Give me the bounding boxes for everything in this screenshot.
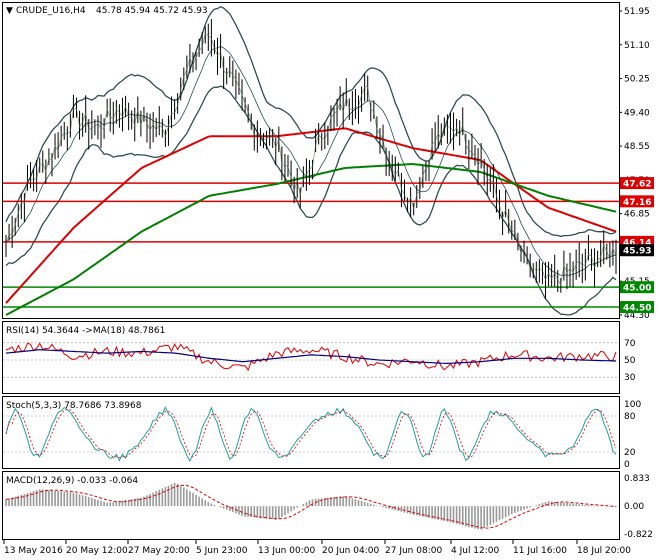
macd-tick-label: -0.822 (624, 530, 653, 540)
rsi-tick-label: 70 (624, 339, 636, 349)
macd-indicator: 0.833 0.00 -0.822 (5, 474, 653, 540)
level-tag-text-44-50: 44.50 (623, 304, 651, 314)
stoch-tick-label: 20 (624, 448, 636, 458)
series-ma-green (5, 163, 617, 316)
series-rsi-ma (5, 349, 617, 365)
price-tick-label: 46.85 (624, 210, 650, 220)
time-tick-label: 5 Jun 23:00 (196, 546, 248, 556)
time-tick-label: 20 Jun 04:00 (322, 546, 379, 556)
level-tag-text-47-62: 47.62 (623, 180, 651, 190)
price-tick-label: 44.30 (624, 311, 650, 321)
rsi-indicator: 70 50 30 (3, 339, 636, 383)
main-panel-frame (2, 2, 620, 319)
time-tick-label: 13 Jun 00:00 (258, 546, 315, 556)
moving-averages (5, 127, 617, 316)
price-axis: 51.9551.1050.2549.4048.5547.7046.8546.00… (619, 7, 650, 321)
price-tick-label: 51.95 (624, 7, 650, 17)
level-tag-47-62 (620, 177, 654, 190)
series-close (5, 32, 617, 287)
rsi-panel-frame (2, 321, 620, 394)
level-tag-47-16 (620, 195, 654, 208)
macd-tick-label: 0.833 (624, 474, 650, 484)
series-ma-red (5, 127, 617, 304)
header-arrow-icon: ▼ (6, 6, 13, 16)
macd-tick-label: 0.00 (624, 502, 644, 512)
series-rsi (5, 342, 617, 372)
current-price-tag (620, 244, 654, 257)
band-lower (5, 85, 617, 316)
rsi-tick-label: 50 (624, 356, 636, 366)
level-tag-text-46-14: 46.14 (623, 238, 651, 248)
time-tick-label: 18 Jul 20:00 (577, 546, 631, 556)
time-tick-label: 11 Jul 16:00 (513, 546, 567, 556)
level-tag-44-50 (620, 301, 654, 314)
rsi-label: RSI(14) 54.3644 ->MA(18) 48.7861 (6, 326, 165, 336)
rsi-tick-label: 30 (624, 373, 636, 383)
macd-label: MACD(12,26,9) -0.033 -0.064 (6, 476, 138, 486)
stoch-label: Stoch(5,3,3) 78.7686 73.8968 (6, 401, 142, 411)
time-tick-label: 4 Jul 12:00 (451, 546, 500, 556)
series-stoch-d (5, 408, 617, 459)
stoch-panel-frame (2, 396, 620, 469)
time-tick-label: 27 May 20:00 (128, 546, 190, 556)
price-tick-label: 50.25 (624, 75, 650, 85)
current-price-text: 45.93 (623, 247, 651, 257)
level-tag-45-00 (620, 281, 654, 294)
level-tag-text-45-00: 45.00 (623, 284, 651, 294)
horizontal-levels (3, 182, 619, 308)
level-tags: 47.62 47.16 46.14 45.00 44.50 45.93 (620, 177, 654, 314)
time-axis: 13 May 2016 20 May 12:00 27 May 20:00 5 Jun… (3, 540, 631, 556)
stoch-tick-label: 0 (624, 460, 630, 470)
time-tick-label: 20 May 12:00 (66, 546, 128, 556)
series-macd-signal (5, 484, 617, 529)
time-tick-label: 13 May 2016 (4, 546, 63, 556)
price-tick-label: 51.10 (624, 41, 650, 51)
bollinger-bands (5, 5, 617, 316)
price-tick-label: 48.55 (624, 142, 650, 152)
macd-panel-frame (2, 471, 620, 540)
stoch-tick-label: 100 (624, 400, 641, 410)
band-upper (5, 5, 617, 238)
ohlc-label: 45.78 45.94 45.72 45.93 (96, 6, 208, 16)
price-bars (5, 19, 617, 300)
stochastic-indicator: 100 80 20 0 (3, 400, 641, 470)
price-tick-label: 49.40 (624, 108, 650, 118)
series-stoch-k (5, 406, 617, 463)
band-middle (5, 45, 617, 276)
symbol-label: CRUDE_U16,H4 (16, 6, 86, 16)
stoch-tick-label: 80 (624, 412, 636, 422)
level-tag-text-47-16: 47.16 (623, 198, 651, 208)
time-tick-label: 27 Jun 08:00 (385, 546, 442, 556)
